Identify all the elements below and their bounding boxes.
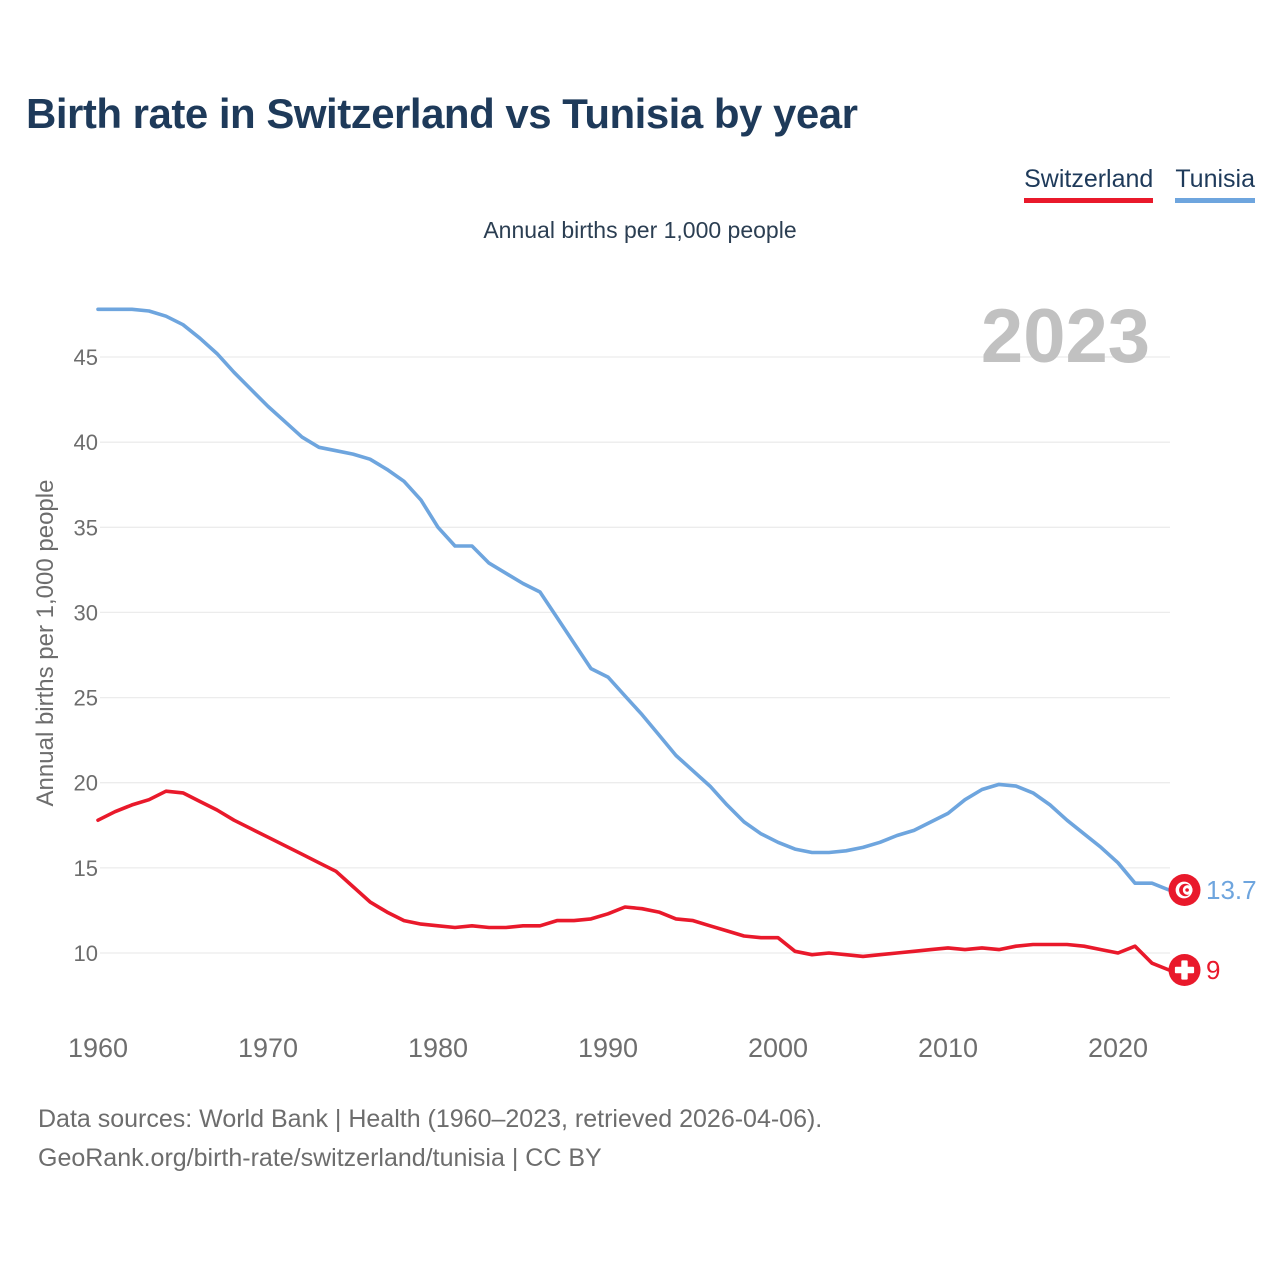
legend-item-tunisia[interactable]: Tunisia (1175, 165, 1255, 203)
y-tick-label: 15 (74, 856, 98, 881)
x-tick-label: 2020 (1088, 1033, 1148, 1063)
x-tick-label: 2010 (918, 1033, 978, 1063)
legend-label-switzerland: Switzerland (1024, 165, 1154, 193)
legend: Switzerland Tunisia (1024, 165, 1255, 203)
footer-attribution-line: GeoRank.org/birth-rate/switzerland/tunis… (38, 1144, 602, 1172)
y-tick-label: 10 (74, 941, 98, 966)
tunisia-flag-icon (1168, 874, 1201, 906)
gridlines: 10 15 20 25 30 35 40 45 (74, 345, 1170, 966)
footer-sources-line: Data sources: World Bank | Health (1960–… (38, 1105, 823, 1133)
legend-item-switzerland[interactable]: Switzerland (1024, 165, 1154, 203)
series-end-label-switzerland: 9 (1206, 955, 1220, 985)
legend-label-tunisia: Tunisia (1175, 165, 1255, 193)
series-line-tunisia[interactable] (96, 307, 1171, 892)
y-tick-label: 35 (74, 515, 98, 540)
switzerland-flag-icon (1168, 954, 1201, 986)
page-title: Birth rate in Switzerland vs Tunisia by … (26, 90, 858, 137)
series-end-label-tunisia: 13.7 (1206, 875, 1257, 905)
x-tick-label: 1960 (68, 1033, 128, 1063)
x-axis-labels: 1960 1970 1980 1990 2000 2010 2020 (68, 1033, 1148, 1063)
y-tick-label: 30 (74, 600, 98, 625)
y-tick-label: 45 (74, 345, 98, 370)
y-tick-label: 20 (74, 771, 98, 796)
y-tick-label: 40 (74, 430, 98, 455)
series-line-switzerland[interactable] (96, 789, 1171, 972)
x-tick-label: 1980 (408, 1033, 468, 1063)
y-tick-label: 25 (74, 686, 98, 711)
chart-subtitle: Annual births per 1,000 people (483, 217, 797, 243)
footer: Data sources: World Bank | Health (1960–… (38, 1100, 822, 1178)
watermark-year: 2023 (981, 294, 1150, 379)
x-tick-label: 1970 (238, 1033, 298, 1063)
x-tick-label: 2000 (748, 1033, 808, 1063)
x-tick-label: 1990 (578, 1033, 638, 1063)
